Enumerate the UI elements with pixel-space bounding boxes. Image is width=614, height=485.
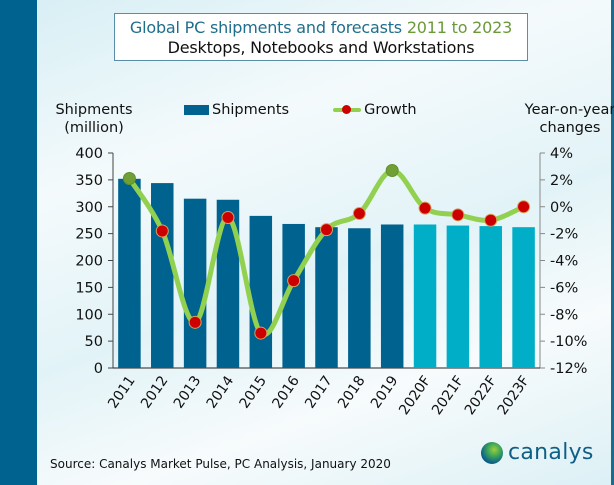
x-tick-label: 2018 <box>335 373 369 411</box>
shipments-bar-2020F <box>413 224 437 368</box>
growth-point-2016 <box>287 274 301 288</box>
left-axis-title-line2: (million) <box>64 120 124 136</box>
x-tick-label: 2014 <box>204 373 238 411</box>
growth-point-2022F <box>484 213 498 227</box>
logo-text: canalys <box>508 440 594 465</box>
right-tick-label: -4% <box>550 254 578 270</box>
chart-subtitle: Desktops, Notebooks and Workstations <box>167 38 475 57</box>
canalys-logo: canalys <box>481 440 594 465</box>
shipments-bar-2017 <box>315 227 338 368</box>
x-tick-label: 2011 <box>105 373 139 411</box>
shipments-bar-2019 <box>380 224 404 368</box>
right-tick-label: -12% <box>550 361 587 377</box>
shipments-bar-2022F <box>479 226 502 368</box>
chart-title-years: 2011 to 2023 <box>406 18 513 37</box>
right-tick-label: 2% <box>550 173 573 189</box>
growth-point-2020F <box>418 201 432 215</box>
x-tick-label: 2020F <box>396 373 434 418</box>
right-border <box>611 0 614 485</box>
growth-point-2018 <box>352 206 366 220</box>
left-axis-title: Shipments (million) <box>44 101 144 137</box>
shipments-bar-2012 <box>151 183 174 368</box>
shipments-bar-2014 <box>216 199 240 368</box>
right-tick-label: -2% <box>550 227 578 243</box>
shipments-bar-2013 <box>183 198 207 368</box>
chart-title-box: Global PC shipments and forecasts 2011 t… <box>114 13 528 61</box>
legend-label-growth: Growth <box>364 102 417 118</box>
shipments-bar-2015 <box>249 215 273 368</box>
right-tick-label: 4% <box>550 146 573 162</box>
legend-swatch-growth <box>333 104 362 116</box>
growth-point-2014 <box>221 211 235 224</box>
globe-icon <box>481 441 503 464</box>
shipments-bar-2018 <box>348 228 371 368</box>
legend-item-growth: Growth <box>333 102 417 118</box>
shipments-bar-2016 <box>282 223 305 368</box>
x-tick-label: 2019 <box>368 373 402 411</box>
x-tick-label: 2021F <box>429 373 467 418</box>
right-tick-label: -6% <box>550 280 578 296</box>
source-note: Source: Canalys Market Pulse, PC Analysi… <box>50 457 391 471</box>
growth-point-2011 <box>122 172 136 186</box>
legend-label-shipments: Shipments <box>212 102 290 118</box>
left-decorative-band <box>0 0 37 485</box>
shipments-bar-2011 <box>118 178 141 368</box>
left-tick-label: 250 <box>75 227 103 243</box>
growth-point-2017 <box>320 223 333 237</box>
growth-point-2021F <box>451 208 465 222</box>
chart-title: Global PC shipments and forecasts 2011 t… <box>115 18 527 37</box>
chart-title-text: Global PC shipments and forecasts <box>129 18 402 37</box>
left-tick-label: 150 <box>75 280 103 296</box>
legend-swatch-shipments <box>184 105 209 115</box>
left-axis-title-line1: Shipments <box>55 102 133 118</box>
left-tick-label: 300 <box>75 200 103 216</box>
growth-point-2012 <box>155 224 169 238</box>
x-tick-label: 2022F <box>462 373 500 418</box>
x-tick-label: 2012 <box>138 373 172 411</box>
x-tick-label: 2017 <box>302 373 336 411</box>
growth-point-2023F <box>517 200 531 214</box>
x-tick-label: 2013 <box>171 373 205 411</box>
left-tick-label: 400 <box>75 146 103 162</box>
growth-point-2015 <box>254 326 268 340</box>
shipments-bar-2021F <box>446 225 470 368</box>
x-tick-label: 2023F <box>495 373 533 418</box>
right-axis-title-line2: changes <box>539 120 601 136</box>
right-tick-label: 0% <box>550 200 573 216</box>
left-tick-label: 100 <box>75 307 103 323</box>
x-tick-label: 2016 <box>269 373 303 411</box>
shipments-bar-2023F <box>512 227 535 368</box>
legend-item-shipments: Shipments <box>184 102 289 118</box>
legend: Shipments Growth <box>184 102 461 118</box>
left-tick-label: 200 <box>75 254 103 270</box>
growth-point-2013 <box>188 315 202 329</box>
x-tick-label: 2015 <box>237 373 271 411</box>
right-tick-label: -10% <box>550 334 587 350</box>
growth-point-2019 <box>385 163 399 177</box>
right-tick-label: -8% <box>550 307 578 323</box>
left-tick-label: 0 <box>94 361 103 377</box>
right-axis-title-line1: Year-on-year <box>524 102 614 118</box>
left-tick-label: 50 <box>85 334 103 350</box>
left-tick-label: 350 <box>75 173 103 189</box>
right-axis-title: Year-on-year changes <box>520 101 614 137</box>
